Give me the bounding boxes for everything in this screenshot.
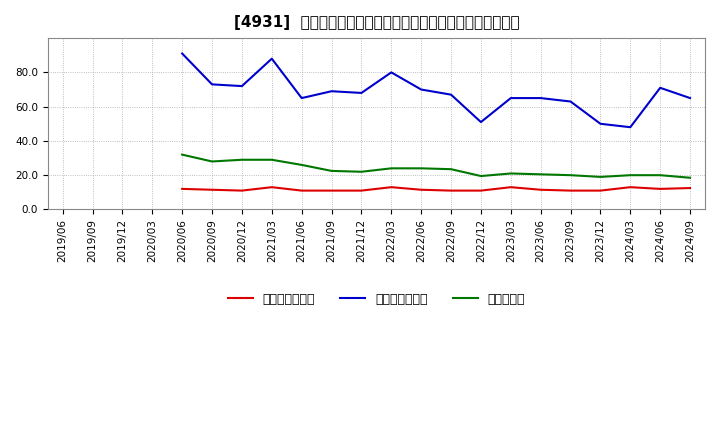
Line: 売上債権回転率: 売上債権回転率: [182, 187, 690, 191]
売上債権回転率: [208, 187, 217, 192]
買入債務回転率: [566, 99, 575, 104]
買入債務回転率: [626, 125, 634, 130]
売上債権回転率: [238, 188, 246, 193]
在庫回転率: [685, 175, 694, 180]
売上債権回転率: [685, 185, 694, 191]
売上債権回転率: [267, 184, 276, 190]
在庫回転率: [477, 173, 485, 179]
売上債権回転率: [417, 187, 426, 192]
売上債権回転率: [536, 187, 545, 192]
在庫回転率: [387, 166, 395, 171]
買入債務回転率: [506, 95, 515, 101]
在庫回転率: [506, 171, 515, 176]
在庫回転率: [536, 172, 545, 177]
売上債権回転率: [387, 184, 395, 190]
買入債務回転率: [238, 84, 246, 89]
在庫回転率: [178, 152, 186, 157]
買入債務回転率: [357, 90, 366, 95]
Title: [4931]  売上債権回転率、買入債務回転率、在庫回転率の推移: [4931] 売上債権回転率、買入債務回転率、在庫回転率の推移: [233, 15, 519, 30]
在庫回転率: [208, 159, 217, 164]
在庫回転率: [297, 162, 306, 168]
在庫回転率: [626, 172, 634, 178]
売上債権回転率: [357, 188, 366, 193]
買入債務回転率: [208, 82, 217, 87]
買入債務回転率: [446, 92, 455, 97]
買入債務回転率: [327, 88, 336, 94]
Legend: 売上債権回転率, 買入債務回転率, 在庫回転率: 売上債権回転率, 買入債務回転率, 在庫回転率: [222, 288, 530, 311]
売上債権回転率: [506, 184, 515, 190]
在庫回転率: [417, 166, 426, 171]
買入債務回転率: [656, 85, 665, 91]
在庫回転率: [357, 169, 366, 174]
買入債務回転率: [477, 119, 485, 125]
売上債権回転率: [626, 184, 634, 190]
買入債務回転率: [536, 95, 545, 101]
買入債務回転率: [267, 56, 276, 61]
買入債務回転率: [685, 95, 694, 101]
買入債務回転率: [297, 95, 306, 101]
在庫回転率: [238, 157, 246, 162]
在庫回転率: [566, 172, 575, 178]
在庫回転率: [267, 157, 276, 162]
在庫回転率: [656, 172, 665, 178]
売上債権回転率: [446, 188, 455, 193]
在庫回転率: [596, 174, 605, 180]
在庫回転率: [446, 167, 455, 172]
買入債務回転率: [596, 121, 605, 126]
Line: 買入債務回転率: 買入債務回転率: [182, 54, 690, 127]
Line: 在庫回転率: 在庫回転率: [182, 154, 690, 178]
買入債務回転率: [417, 87, 426, 92]
売上債権回転率: [327, 188, 336, 193]
売上債権回転率: [178, 186, 186, 191]
買入債務回転率: [387, 70, 395, 75]
売上債権回転率: [297, 188, 306, 193]
売上債権回転率: [566, 188, 575, 193]
在庫回転率: [327, 168, 336, 173]
売上債権回転率: [596, 188, 605, 193]
売上債権回転率: [656, 186, 665, 191]
買入債務回転率: [178, 51, 186, 56]
売上債権回転率: [477, 188, 485, 193]
